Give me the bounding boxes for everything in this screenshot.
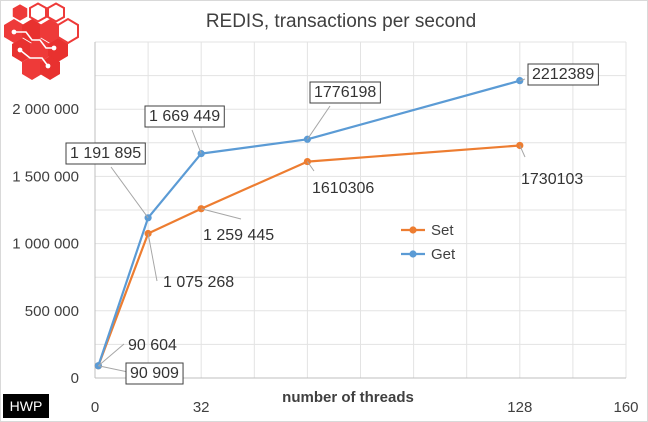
x-tick-label: 128 (507, 399, 532, 416)
chart-title: REDIS, transactions per second (206, 11, 476, 32)
data-point (197, 205, 205, 213)
label-leader-line (519, 145, 526, 158)
data-label-box (125, 362, 184, 385)
y-tick-label: 1 500 000 (12, 168, 79, 185)
label-leader-line (98, 365, 129, 373)
data-label: 1 075 268 (163, 274, 234, 291)
label-leader-line (201, 208, 242, 220)
data-point (303, 157, 311, 166)
x-axis-label: number of threads (282, 389, 414, 406)
legend-label: Get (431, 246, 456, 263)
data-label: 1730103 (521, 171, 583, 188)
y-tick-label: 2 000 000 (12, 101, 79, 118)
label-leader-line (147, 233, 158, 282)
data-labels: 90 604 1 075 268 1 259 445 1610306 1730103 90… (65, 63, 599, 385)
data-label-box (65, 142, 146, 165)
x-tick-label: 0 (91, 399, 99, 416)
y-tick-label: 0 (71, 370, 79, 387)
data-label: 90 604 (128, 337, 177, 354)
legend: Set Get (401, 222, 456, 263)
legend-marker (409, 250, 417, 258)
x-tick-label: 32 (193, 399, 210, 416)
data-label-box (527, 63, 599, 86)
label-leader-lines (97, 78, 526, 373)
label-leader-line (306, 161, 315, 172)
label-leader-line (110, 166, 149, 219)
y-tick-label: 1 000 000 (12, 236, 79, 253)
legend-marker (409, 226, 417, 234)
y-tick-labels: 0 500 000 1 000 000 1 500 000 2 000 000 (12, 101, 79, 387)
hexagon-circuit-logo-icon (4, 2, 79, 80)
legend-label: Set (431, 222, 454, 239)
data-label: 2212389 (532, 66, 594, 83)
data-label: 90 909 (130, 365, 179, 382)
data-label: 1776198 (314, 84, 376, 101)
label-leader-line (306, 105, 331, 140)
x-tick-label: 160 (613, 399, 638, 416)
data-label: 1 191 895 (70, 145, 141, 162)
data-label-box (309, 81, 381, 104)
label-leader-line (519, 78, 526, 82)
corner-badge: HWP (3, 394, 49, 418)
data-label: 1 669 449 (149, 108, 220, 125)
x-tick-labels: 0 32 128 160 (91, 399, 639, 416)
label-leader-line (191, 129, 202, 154)
data-label: 1610306 (312, 180, 374, 197)
corner-label: HWP (10, 398, 43, 414)
data-label-box (144, 105, 225, 128)
label-leader-line (97, 343, 125, 367)
data-label: 1 259 445 (203, 227, 274, 244)
y-tick-label: 500 000 (25, 303, 79, 320)
